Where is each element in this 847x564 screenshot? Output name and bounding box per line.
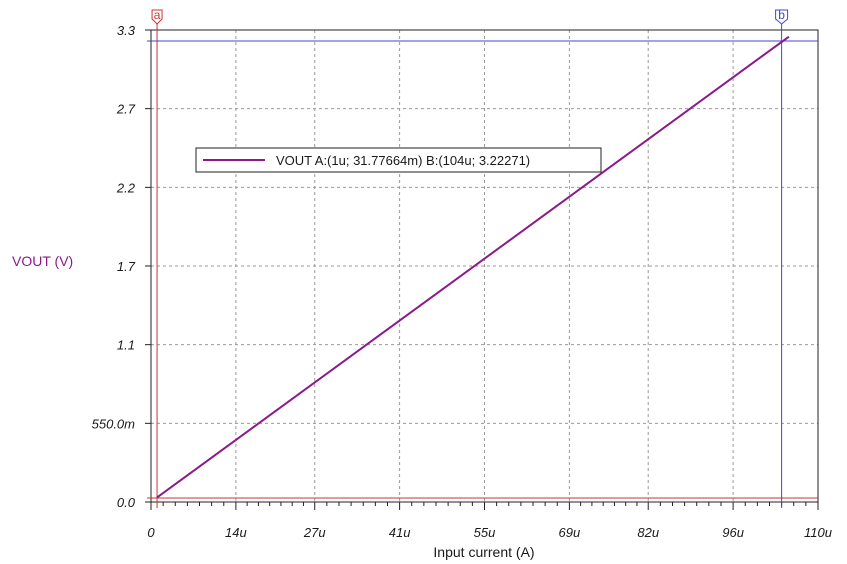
y-tick-label: 3.3 (117, 23, 136, 38)
x-tick-label: 96u (722, 525, 744, 540)
cursor-a-flag[interactable] (151, 9, 163, 25)
series-line-vout (156, 35, 790, 499)
x-tick-label: 55u (474, 525, 496, 540)
legend-text: VOUT A:(1u; 31.77664m) B:(104u; 3.22271) (276, 153, 530, 168)
cursor-b-label: b (778, 8, 785, 22)
x-tick-label: 0 (147, 525, 155, 540)
y-tick-label: 2.2 (116, 180, 136, 195)
y-tick-label: 0.0 (117, 495, 136, 510)
x-tick-label: 69u (559, 525, 581, 540)
series (156, 35, 790, 499)
x-tick-label: 110u (804, 525, 832, 540)
y-tick-label: 1.7 (117, 259, 136, 274)
x-tick-label: 27u (303, 525, 326, 540)
y-axis-label: VOUT (V) (12, 253, 73, 269)
y-tick-label: 550.0m (92, 416, 136, 431)
y-tick-label: 2.7 (116, 102, 136, 117)
cursor-b-flag[interactable] (775, 9, 789, 25)
x-tick-labels: 0 14u 27u 41u 55u 69u 82u 96u 110u (147, 525, 832, 540)
grid (151, 30, 818, 502)
x-axis-label: Input current (A) (433, 544, 534, 560)
y-tick-label: 1.1 (117, 338, 135, 353)
x-tick-label: 82u (637, 525, 659, 540)
cursor-a-label: a (154, 8, 161, 22)
x-tick-label: 41u (389, 525, 411, 540)
y-tick-labels: 0.0 550.0m 1.1 1.7 2.2 2.7 3.3 (92, 23, 136, 510)
x-tick-label: 14u (225, 525, 247, 540)
tick-marks (145, 29, 819, 510)
legend[interactable]: VOUT A:(1u; 31.77664m) B:(104u; 3.22271) (195, 147, 602, 173)
